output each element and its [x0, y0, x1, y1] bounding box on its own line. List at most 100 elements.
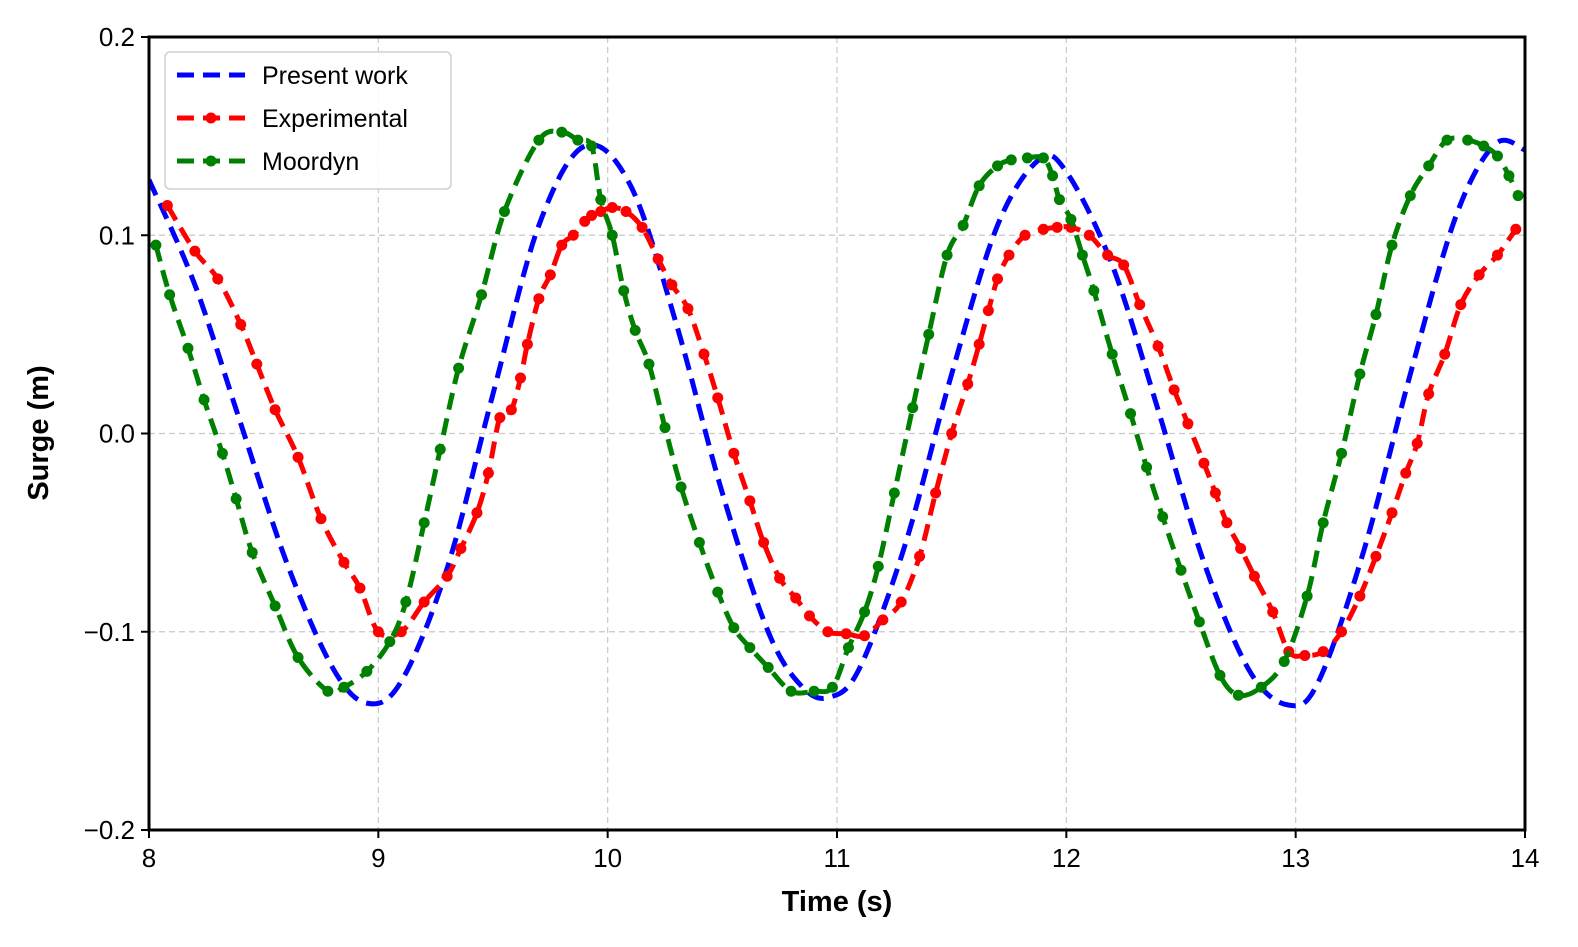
data-point-moordyn: [907, 402, 919, 414]
data-point-experimental: [877, 614, 889, 626]
data-point-experimental: [744, 495, 756, 507]
data-point-moordyn: [1255, 681, 1267, 693]
data-point-experimental: [354, 582, 366, 594]
data-point-moordyn: [434, 443, 446, 455]
data-point-moordyn: [1214, 669, 1226, 681]
data-point-moordyn: [1336, 447, 1348, 459]
data-point-experimental: [1491, 249, 1503, 261]
data-point-experimental: [1299, 650, 1311, 662]
data-point-experimental: [515, 372, 527, 384]
data-point-experimental: [930, 487, 942, 499]
x-tick-label: 14: [1511, 843, 1540, 873]
series-line-experimental: [165, 204, 1518, 659]
data-point-moordyn: [1462, 134, 1474, 146]
data-point-moordyn: [1021, 152, 1033, 164]
data-point-experimental: [1235, 542, 1247, 554]
data-point-experimental: [682, 303, 694, 315]
data-point-moordyn: [629, 324, 641, 336]
data-point-moordyn: [586, 140, 598, 152]
data-point-experimental: [533, 293, 545, 305]
data-point-experimental: [1439, 348, 1451, 360]
series-line-present-work: [149, 137, 1525, 709]
data-point-moordyn: [1317, 517, 1329, 529]
legend-label-present-work: Present work: [262, 62, 408, 90]
data-point-experimental: [652, 253, 664, 265]
data-point-experimental: [455, 542, 467, 554]
data-point-moordyn: [338, 681, 350, 693]
data-point-moordyn: [1232, 689, 1244, 701]
data-point-experimental: [595, 205, 607, 217]
data-point-experimental: [728, 447, 740, 459]
data-point-moordyn: [1005, 154, 1017, 166]
data-point-moordyn: [361, 665, 373, 677]
data-point-moordyn: [1423, 160, 1435, 172]
data-point-moordyn: [322, 685, 334, 697]
data-point-moordyn: [808, 685, 820, 697]
data-point-experimental: [161, 200, 173, 212]
data-point-moordyn: [1512, 190, 1524, 202]
data-point-moordyn: [556, 126, 568, 138]
data-point-moordyn: [712, 586, 724, 598]
data-point-experimental: [235, 318, 247, 330]
data-point-moordyn: [1053, 194, 1065, 206]
data-point-experimental: [946, 428, 958, 439]
data-point-moordyn: [216, 447, 228, 459]
data-point-moordyn: [957, 219, 969, 231]
data-point-moordyn: [923, 328, 935, 340]
data-point-experimental: [471, 507, 483, 519]
data-point-moordyn: [606, 229, 618, 241]
data-point-experimental: [914, 550, 926, 562]
data-point-moordyn: [269, 600, 281, 612]
data-point-moordyn: [1175, 564, 1187, 576]
data-point-moordyn: [826, 681, 838, 693]
legend-marker-experimental: [205, 112, 217, 124]
data-point-moordyn: [618, 285, 630, 297]
data-point-experimental: [620, 205, 632, 217]
data-point-moordyn: [1157, 511, 1169, 523]
data-point-experimental: [315, 513, 327, 525]
data-point-experimental: [494, 412, 506, 424]
data-point-experimental: [1370, 550, 1382, 562]
x-axis-title: Time (s): [782, 886, 893, 918]
y-tick-label: 0.1: [99, 220, 135, 250]
data-point-moordyn: [1278, 655, 1290, 667]
data-point-experimental: [982, 305, 994, 317]
ticks: 8 9 10 11 12 13 14 −0.2 −0.1 0.0 0.1 0.2: [84, 22, 1540, 873]
data-point-moordyn: [384, 636, 396, 648]
data-point-moordyn: [859, 606, 871, 618]
data-point-moordyn: [1491, 150, 1503, 162]
data-point-experimental: [790, 592, 802, 604]
data-point-moordyn: [1106, 348, 1118, 360]
data-point-experimental: [1248, 570, 1260, 582]
x-tick-label: 10: [593, 843, 622, 873]
data-point-experimental: [666, 279, 678, 291]
data-point-experimental: [567, 229, 579, 241]
data-point-moordyn: [744, 642, 756, 654]
data-point-experimental: [1037, 223, 1049, 235]
data-point-experimental: [895, 596, 907, 608]
data-point-moordyn: [872, 560, 884, 572]
data-point-moordyn: [198, 394, 210, 406]
data-point-experimental: [1386, 507, 1398, 519]
data-point-experimental: [1083, 229, 1095, 241]
data-point-experimental: [1455, 299, 1467, 311]
series-group: [149, 126, 1525, 709]
data-point-experimental: [189, 245, 201, 257]
data-point-moordyn: [453, 362, 465, 374]
data-point-moordyn: [1503, 170, 1515, 182]
data-point-moordyn: [1065, 213, 1077, 225]
data-point-experimental: [1317, 646, 1329, 658]
data-point-moordyn: [1125, 408, 1137, 420]
data-point-experimental: [1354, 590, 1366, 602]
data-point-experimental: [1510, 223, 1522, 235]
data-point-moordyn: [675, 481, 687, 493]
data-point-experimental: [1134, 299, 1146, 311]
data-point-moordyn: [973, 180, 985, 192]
data-point-experimental: [822, 626, 834, 638]
data-point-experimental: [636, 221, 648, 233]
data-point-experimental: [544, 269, 556, 281]
data-point-moordyn: [246, 546, 258, 558]
data-point-moordyn: [150, 239, 162, 251]
legend-marker-moordyn: [205, 155, 217, 167]
